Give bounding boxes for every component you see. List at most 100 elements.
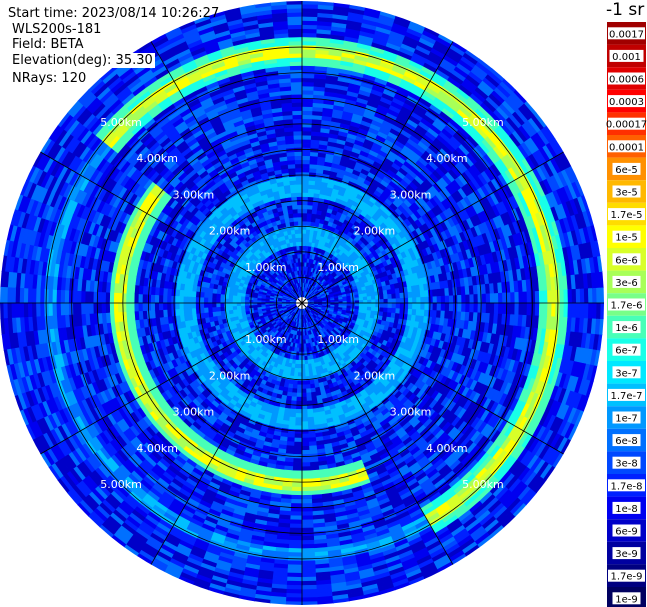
beta-cell — [379, 298, 385, 304]
beta-cell — [166, 302, 172, 311]
beta-cell — [154, 302, 160, 312]
beta-cell — [301, 40, 317, 46]
beta-cell — [305, 220, 311, 226]
beta-cell — [301, 188, 309, 193]
beta-cell — [391, 292, 397, 299]
beta-cell — [301, 77, 315, 83]
beta-cell — [287, 32, 303, 38]
beta-cell — [306, 204, 313, 210]
beta-cell — [493, 292, 499, 304]
beta-cell — [304, 245, 309, 251]
beta-cell — [489, 292, 495, 304]
beta-cell — [195, 297, 201, 304]
beta-cell — [301, 155, 311, 161]
beta-cell — [497, 292, 503, 304]
beta-cell — [72, 290, 78, 304]
beta-cell — [293, 151, 303, 157]
beta-cell — [109, 292, 115, 304]
beta-cell — [291, 208, 298, 214]
beta-cell — [292, 118, 303, 124]
beta-cell — [10, 302, 17, 319]
beta-cell — [301, 200, 308, 206]
beta-cell — [289, 61, 303, 67]
beta-cell — [162, 295, 168, 304]
beta-cell — [72, 302, 78, 316]
beta-cell — [0, 302, 4, 320]
beta-cell — [291, 204, 298, 210]
beta-cell — [68, 302, 74, 316]
beta-cell — [286, 11, 303, 18]
beta-cell — [129, 293, 135, 304]
beta-cell — [203, 307, 209, 314]
beta-cell — [301, 163, 310, 169]
beta-cell — [109, 302, 115, 314]
beta-cell — [301, 89, 314, 95]
beta-cell — [465, 293, 471, 304]
beta-cell — [84, 291, 90, 304]
beta-cell — [592, 287, 598, 304]
beta-cell — [129, 302, 135, 313]
beta-cell — [301, 228, 307, 234]
beta-cell — [301, 16, 318, 22]
beta-cell — [379, 294, 385, 300]
beta-cell — [158, 295, 164, 304]
beta-cell — [15, 302, 21, 319]
beta-cell — [600, 286, 604, 304]
beta-cell — [387, 297, 393, 304]
beta-cell — [587, 287, 594, 304]
beta-cell — [301, 130, 312, 136]
beta-cell — [47, 289, 53, 304]
beta-cell — [207, 292, 213, 299]
beta-cell — [35, 302, 41, 318]
beta-cell — [522, 290, 528, 304]
beta-cell — [113, 292, 119, 304]
beta-cell — [403, 297, 409, 304]
beta-cell — [412, 296, 417, 304]
beta-cell — [240, 302, 246, 307]
beta-cell — [228, 294, 234, 300]
beta-cell — [301, 167, 310, 173]
beta-cell — [182, 302, 188, 310]
beta-cell — [76, 290, 82, 304]
beta-cell — [301, 151, 311, 157]
beta-cell — [383, 298, 389, 304]
beta-cell — [10, 287, 17, 304]
beta-cell — [305, 233, 310, 239]
beta-cell — [298, 233, 303, 238]
beta-cell — [23, 288, 29, 304]
beta-cell — [117, 293, 123, 304]
beta-cell — [301, 102, 313, 108]
beta-cell — [293, 155, 303, 161]
beta-cell — [199, 302, 205, 309]
beta-cell — [0, 286, 4, 304]
beta-cell — [141, 294, 147, 304]
beta-cell — [31, 302, 37, 318]
beta-cell — [301, 52, 316, 58]
beta-cell — [420, 296, 426, 304]
beta-cell — [296, 208, 303, 214]
beta-cell — [358, 299, 364, 304]
beta-cell — [290, 97, 303, 103]
beta-cell — [286, 3, 303, 9]
beta-cell — [297, 216, 303, 222]
beta-cell — [297, 220, 303, 226]
beta-cell — [301, 208, 308, 214]
beta-cell — [304, 241, 309, 247]
beta-cell — [301, 61, 315, 67]
beta-cell — [296, 212, 303, 218]
beta-cell — [301, 212, 308, 218]
beta-cell — [301, 245, 306, 251]
beta-cell — [289, 77, 303, 83]
beta-cell — [306, 208, 313, 214]
beta-cell — [76, 302, 82, 316]
beta-cell — [170, 295, 176, 304]
beta-cell — [182, 296, 188, 304]
beta-cell — [96, 302, 102, 315]
beta-cell — [432, 295, 438, 304]
beta-cell — [80, 302, 86, 315]
beta-cell — [547, 289, 553, 304]
beta-cell — [295, 183, 303, 189]
beta-cell — [301, 32, 317, 38]
beta-cell — [301, 216, 307, 222]
beta-cell — [288, 48, 303, 54]
